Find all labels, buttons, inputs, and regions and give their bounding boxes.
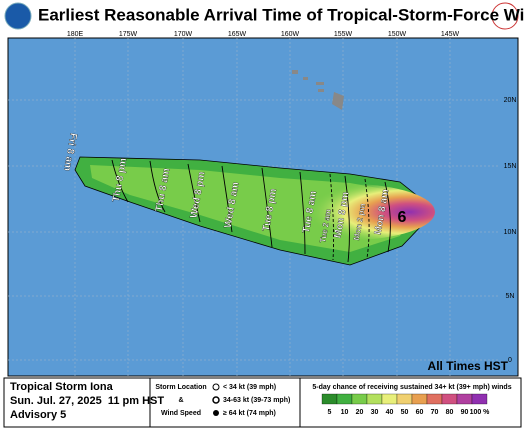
storm-name: Tropical Storm Iona <box>10 381 114 393</box>
advisory: Advisory 5 <box>10 409 66 421</box>
scale-label: 20 <box>356 409 364 416</box>
legend-label: Storm Location <box>155 384 206 391</box>
scale-swatch <box>336 393 353 405</box>
lon-label: 170W <box>174 31 193 38</box>
swath-core <box>265 184 435 240</box>
legend-item: < 34 kt (39 mph) <box>223 384 276 391</box>
scale-swatch <box>411 393 428 405</box>
legend-label: Wind Speed <box>161 410 201 417</box>
legend-item: 34-63 kt (39-73 mph) <box>223 397 290 404</box>
lat-label: 0 <box>508 357 512 364</box>
scale-swatch <box>381 393 398 405</box>
title: Earliest Reasonable Arrival Time of Trop… <box>38 5 525 24</box>
time-note: All Times HST <box>428 359 509 373</box>
noaa-logo <box>4 2 32 30</box>
lon-label: 160W <box>281 31 300 38</box>
scale-label: 70 <box>431 409 439 416</box>
scale-swatch <box>426 393 443 405</box>
scale-label: 90 <box>461 409 469 416</box>
storm-symbol: 6 <box>398 209 407 226</box>
scale-label: 10 <box>341 409 349 416</box>
lat-label: 15N <box>504 163 517 170</box>
lon-label: 150W <box>388 31 407 38</box>
datetime: Sun. Jul. 27, 2025 11 pm HST <box>10 395 164 407</box>
scale-label: 40 <box>386 409 394 416</box>
scale-swatch <box>441 393 458 405</box>
lon-label: 180E <box>67 31 84 38</box>
scale-label: 50 <box>401 409 409 416</box>
scale-swatch <box>351 393 368 405</box>
scale-label: 30 <box>371 409 379 416</box>
lon-label: 165W <box>228 31 247 38</box>
hawaii <box>292 70 344 110</box>
lat-label: 5N <box>506 293 515 300</box>
lat-label: 20N <box>504 97 517 104</box>
scale-label: 80 <box>446 409 454 416</box>
lon-label: 145W <box>441 31 460 38</box>
nws-logo <box>491 2 519 30</box>
scale-swatch <box>366 393 383 405</box>
lon-label: 175W <box>119 31 138 38</box>
scale-label: 60 <box>416 409 424 416</box>
scale-swatch <box>456 393 473 405</box>
scale-swatch <box>396 393 413 405</box>
scale-label: 5 <box>328 409 332 416</box>
lon-label: 155W <box>334 31 353 38</box>
scale-title: 5-day chance of receiving sustained 34+ … <box>312 384 511 391</box>
legend-item: ≥ 64 kt (74 mph) <box>223 410 276 417</box>
lat-label: 10N <box>504 229 517 236</box>
legend-label: & <box>178 397 183 404</box>
scale-swatch <box>321 393 338 405</box>
scale-label: 100 % <box>470 409 491 416</box>
scale-swatch <box>471 393 488 405</box>
